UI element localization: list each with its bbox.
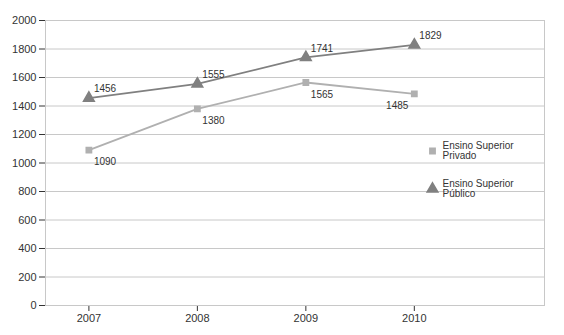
svg-text:2009: 2009	[294, 312, 318, 324]
svg-text:Ensino SuperiorPrivado: Ensino SuperiorPrivado	[443, 140, 515, 161]
svg-text:1565: 1565	[311, 89, 334, 100]
svg-text:400: 400	[18, 242, 36, 254]
svg-text:1400: 1400	[12, 100, 36, 112]
svg-text:2000: 2000	[12, 14, 36, 26]
svg-text:600: 600	[18, 214, 36, 226]
svg-text:200: 200	[18, 271, 36, 283]
svg-text:1485: 1485	[386, 100, 409, 111]
svg-text:Ensino SuperiorPúblico: Ensino SuperiorPúblico	[443, 178, 515, 199]
svg-text:800: 800	[18, 185, 36, 197]
svg-text:1456: 1456	[94, 83, 117, 94]
svg-text:1800: 1800	[12, 43, 36, 55]
svg-text:0: 0	[30, 299, 36, 311]
svg-text:1000: 1000	[12, 157, 36, 169]
svg-text:1555: 1555	[202, 69, 225, 80]
svg-text:2008: 2008	[185, 312, 209, 324]
svg-text:1600: 1600	[12, 71, 36, 83]
svg-text:1741: 1741	[311, 43, 334, 54]
svg-text:1200: 1200	[12, 128, 36, 140]
svg-text:2010: 2010	[402, 312, 426, 324]
svg-text:2007: 2007	[77, 312, 101, 324]
svg-text:1380: 1380	[202, 115, 225, 126]
svg-text:1090: 1090	[94, 156, 117, 167]
svg-text:1829: 1829	[419, 30, 442, 41]
